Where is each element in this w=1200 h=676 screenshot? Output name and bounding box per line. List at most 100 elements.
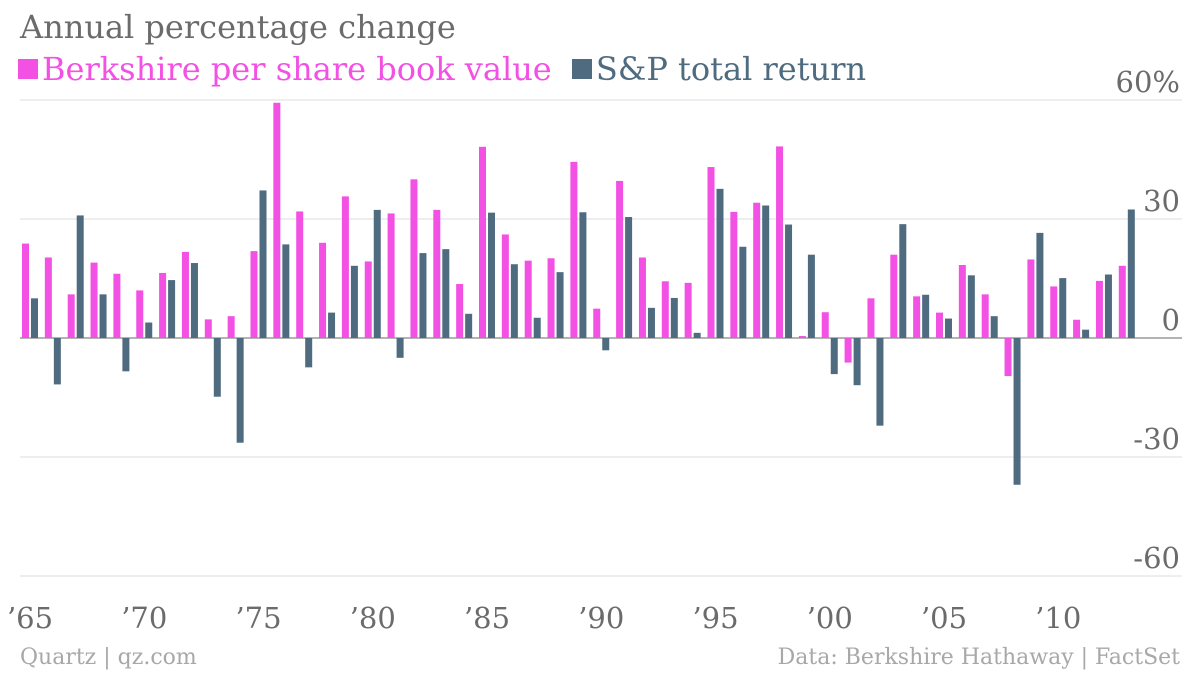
x-tick-label: ’75 (235, 601, 281, 635)
bar-sp (990, 316, 998, 338)
bar-sp (556, 272, 564, 338)
bar-sp (670, 297, 678, 338)
bar-sp (373, 209, 381, 338)
bar-sp (762, 205, 770, 338)
bar-sp (625, 217, 633, 338)
x-tick-label: ’90 (578, 601, 624, 635)
bar-berkshire (730, 211, 738, 338)
bar-sp (282, 244, 290, 338)
bar-berkshire (821, 312, 829, 338)
bar-berkshire (684, 282, 692, 338)
bar-berkshire (501, 234, 509, 338)
legend-item-berkshire: Berkshire per share book value (18, 50, 552, 88)
bar-berkshire (913, 296, 921, 338)
bar-sp (1059, 278, 1067, 338)
bar-berkshire (204, 319, 212, 338)
bar-sp (922, 294, 930, 338)
bar-berkshire (753, 202, 761, 338)
bar-berkshire (707, 167, 715, 338)
bar-sp (1036, 232, 1044, 338)
bar-berkshire (844, 338, 852, 363)
bar-sp (830, 338, 838, 375)
bar-berkshire (364, 261, 372, 338)
bar-sp (876, 338, 884, 426)
legend-swatch-berkshire (18, 59, 38, 79)
bar-sp (647, 307, 655, 338)
bar-berkshire (890, 254, 898, 338)
x-tick-label: ’65 (7, 601, 53, 635)
bar-sp (168, 280, 176, 338)
bar-berkshire (410, 179, 418, 338)
bar-sp (945, 318, 952, 338)
legend-item-sp: S&P total return (571, 50, 866, 88)
bar-berkshire (227, 316, 235, 338)
legend-swatch-sp (571, 59, 592, 79)
y-tick-label: 0 (1162, 303, 1180, 337)
bar-sp (76, 215, 84, 338)
bar-berkshire (67, 294, 75, 338)
bar-berkshire (638, 257, 646, 338)
bar-berkshire (1095, 280, 1103, 338)
bar-berkshire (136, 290, 144, 338)
legend: Berkshire per share book value S&P total… (18, 49, 876, 88)
x-tick-label: ’00 (807, 601, 853, 635)
bar-berkshire (1050, 286, 1058, 338)
bar-berkshire (387, 213, 395, 338)
x-tick-label: ’05 (921, 601, 967, 635)
bar-berkshire (593, 308, 601, 338)
bar-sp (396, 338, 404, 358)
bar-sp (259, 190, 267, 338)
bar-sp (488, 212, 495, 338)
bar-sp (967, 275, 975, 338)
bar-berkshire (547, 258, 555, 338)
bar-berkshire (981, 294, 989, 338)
bar-berkshire (319, 242, 327, 338)
bar-berkshire (1004, 338, 1012, 377)
bar-sp (213, 338, 221, 397)
bar-sp (510, 264, 518, 338)
x-tick-label: ’80 (350, 601, 396, 635)
bar-sp (328, 312, 336, 338)
bar-sp (853, 338, 861, 386)
bar-berkshire (958, 265, 966, 338)
bar-sp (99, 294, 107, 338)
footer-credit: Quartz | qz.com (20, 645, 197, 670)
bar-sp (785, 224, 793, 338)
bar-berkshire (867, 298, 875, 338)
x-tick-label: ’10 (1035, 601, 1081, 635)
bar-sp (1127, 209, 1135, 338)
bar-berkshire (1073, 319, 1081, 338)
bar-berkshire (798, 336, 806, 338)
bar-sp (807, 254, 815, 338)
footer-source: Data: Berkshire Hathaway | FactSet (777, 645, 1180, 670)
bar-sp (305, 338, 313, 368)
bar-berkshire (776, 146, 784, 338)
bar-sp (419, 253, 427, 338)
bar-sp (716, 188, 724, 338)
bar-sp (1082, 329, 1090, 338)
bar-sp (236, 338, 244, 443)
bar-berkshire (1027, 259, 1035, 338)
bar-berkshire (524, 260, 532, 338)
bar-sp (442, 249, 450, 338)
bar-sp (579, 212, 587, 338)
legend-label-berkshire: Berkshire per share book value (42, 49, 552, 88)
bar-sp (350, 265, 358, 338)
x-tick-label: ’95 (692, 601, 738, 635)
bar-sp (122, 338, 130, 372)
y-tick-label: 60% (1116, 65, 1180, 99)
bar-sp (693, 332, 701, 338)
bar-berkshire (616, 180, 624, 338)
bar-berkshire (936, 312, 943, 338)
bar-berkshire (570, 161, 578, 338)
bar-berkshire (1118, 265, 1126, 338)
chart-title: Annual percentage change (20, 8, 456, 46)
bar-berkshire (456, 284, 464, 338)
bar-berkshire (44, 257, 52, 338)
bar-berkshire (181, 251, 189, 338)
y-tick-label: -60 (1133, 541, 1180, 575)
bar-berkshire (273, 102, 281, 338)
x-tick-label: ’85 (464, 601, 510, 635)
bar-sp (465, 313, 473, 338)
